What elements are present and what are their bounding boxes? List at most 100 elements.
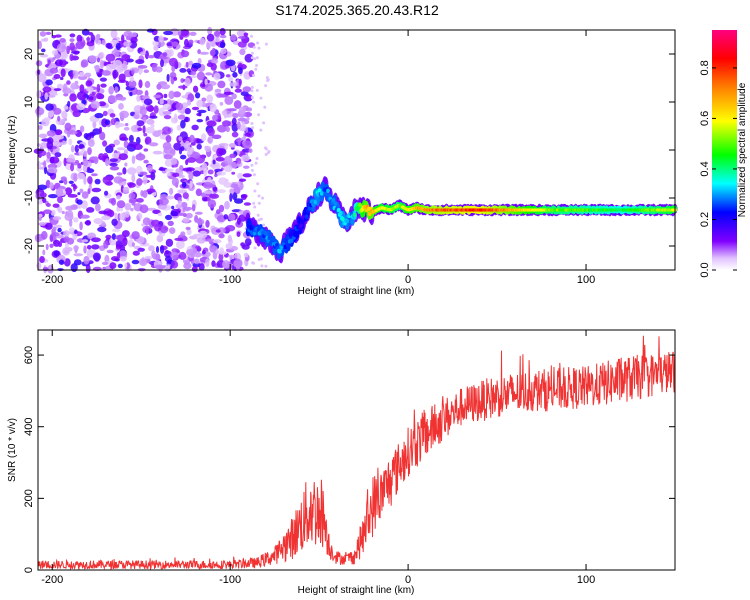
spectrogram-cell bbox=[241, 194, 247, 200]
spectrogram-cell bbox=[59, 180, 64, 184]
spectrogram-cell bbox=[50, 209, 56, 216]
spectrogram-cell bbox=[78, 72, 85, 77]
spectrogram-cell bbox=[108, 143, 116, 148]
spectrogram-cell bbox=[252, 173, 256, 177]
spectrogram-cell bbox=[53, 88, 62, 92]
spectrogram-cell bbox=[104, 190, 109, 196]
spectrogram-cell bbox=[249, 226, 253, 231]
spectrogram-cell bbox=[39, 31, 47, 37]
spectrogram-cell bbox=[113, 139, 120, 146]
spectrogram-cell bbox=[199, 37, 206, 46]
colorbar-gradient bbox=[712, 30, 737, 270]
spectrogram-cell bbox=[101, 39, 106, 46]
spectrogram-cell bbox=[66, 80, 71, 85]
spectrogram-cell bbox=[97, 226, 107, 233]
spectrogram-cell bbox=[190, 142, 196, 146]
spectrogram-cell bbox=[143, 133, 148, 137]
spectrogram-cell bbox=[47, 167, 58, 174]
spectrogram-cell bbox=[191, 124, 199, 131]
spectrogram-cell bbox=[293, 232, 297, 238]
spectrogram-cell bbox=[191, 106, 200, 111]
spectrogram-cell bbox=[77, 192, 81, 196]
spectrogram-cell bbox=[139, 51, 147, 56]
spectrogram-cell bbox=[155, 246, 160, 253]
spectrogram-cell bbox=[161, 126, 172, 135]
spectrogram-cell bbox=[118, 153, 128, 161]
spectrogram-cell bbox=[42, 86, 52, 93]
spectrogram-cell bbox=[87, 188, 91, 195]
spectrogram-cell bbox=[252, 231, 257, 236]
spectrogram-cell bbox=[73, 253, 83, 257]
spectrogram-cell bbox=[45, 179, 51, 189]
spectrogram-cell bbox=[38, 133, 48, 139]
spectrogram-cell bbox=[218, 233, 225, 239]
spectrogram-cell bbox=[162, 52, 168, 57]
spectrogram-cell bbox=[95, 34, 99, 44]
spectrogram-cell bbox=[127, 167, 137, 175]
spectrogram-cell bbox=[124, 203, 132, 211]
spectrogram-cell bbox=[181, 95, 188, 99]
spectrogram-cell bbox=[98, 153, 105, 161]
spectrogram-cell bbox=[168, 90, 175, 100]
spectrogram-cell bbox=[331, 198, 336, 203]
spectrogram-cell bbox=[212, 159, 216, 165]
spectrogram-cell bbox=[81, 239, 89, 243]
spectrogram-cell bbox=[49, 235, 54, 243]
spectrogram-cell bbox=[153, 94, 162, 99]
spectrogram-cell bbox=[78, 150, 84, 156]
spectrogram-cell bbox=[119, 212, 125, 221]
spectrogram-cell bbox=[207, 136, 213, 144]
spectrogram-cell bbox=[142, 175, 148, 185]
spectrogram-cell bbox=[64, 122, 72, 131]
spectrogram-cell bbox=[91, 237, 101, 243]
spectrogram-cell bbox=[197, 58, 202, 65]
spectrogram-cell bbox=[73, 185, 78, 190]
spectrogram-cell bbox=[217, 80, 226, 89]
spectrogram-cell bbox=[186, 228, 192, 236]
spectrogram-cell bbox=[83, 150, 88, 157]
spectrogram-cell bbox=[242, 86, 252, 93]
spectrogram-cell bbox=[159, 225, 169, 234]
spectrogram-cell bbox=[263, 105, 267, 109]
spectrogram-cell bbox=[135, 59, 145, 65]
spectrogram-cell bbox=[68, 227, 75, 233]
spectrogram-cell bbox=[79, 125, 85, 133]
spectrogram-cell bbox=[53, 250, 60, 257]
spectrogram-cell bbox=[86, 245, 92, 250]
x-tick-label: -100 bbox=[219, 274, 241, 286]
spectrogram-cell bbox=[37, 73, 47, 83]
spectrogram-cell bbox=[257, 201, 261, 205]
spectrogram-cell bbox=[185, 61, 189, 68]
spectrogram-cell bbox=[52, 227, 57, 231]
spectrogram-cell bbox=[46, 203, 51, 207]
spectrogram-cell bbox=[183, 206, 193, 211]
spectrogram-cell bbox=[83, 245, 87, 254]
spectrogram-cell bbox=[128, 192, 136, 200]
spectrogram-cell bbox=[71, 70, 79, 79]
spectrogram-cell bbox=[152, 209, 161, 214]
spectrogram-cell bbox=[57, 196, 63, 204]
spectrogram-cell bbox=[232, 192, 238, 201]
spectrogram-cell bbox=[237, 41, 247, 48]
spectrogram-cell bbox=[245, 127, 249, 133]
spectrogram-cell bbox=[257, 258, 261, 261]
spectrogram-cell bbox=[264, 84, 268, 88]
spectrogram-cell bbox=[252, 201, 256, 205]
spectrogram-cell bbox=[162, 103, 172, 111]
spectrogram-cell bbox=[87, 147, 92, 156]
spectrogram-cell bbox=[46, 157, 51, 163]
spectrogram-cell bbox=[213, 72, 221, 81]
spectrogram-cell bbox=[101, 261, 109, 266]
spectrogram-cell bbox=[83, 176, 87, 185]
spectrogram-cell bbox=[110, 118, 117, 126]
spectrogram-cell bbox=[218, 253, 224, 261]
spectrogram-cell bbox=[105, 63, 116, 70]
spectrogram-cell bbox=[91, 91, 96, 96]
spectrogram-cell bbox=[88, 32, 94, 36]
spectrogram-cell bbox=[209, 193, 220, 199]
spectrogram-cell bbox=[91, 187, 102, 193]
spectrogram-cell bbox=[114, 212, 118, 220]
spectrogram-cell bbox=[114, 121, 121, 129]
spectrogram-cell bbox=[127, 182, 136, 188]
spectrogram-cell bbox=[150, 123, 155, 129]
